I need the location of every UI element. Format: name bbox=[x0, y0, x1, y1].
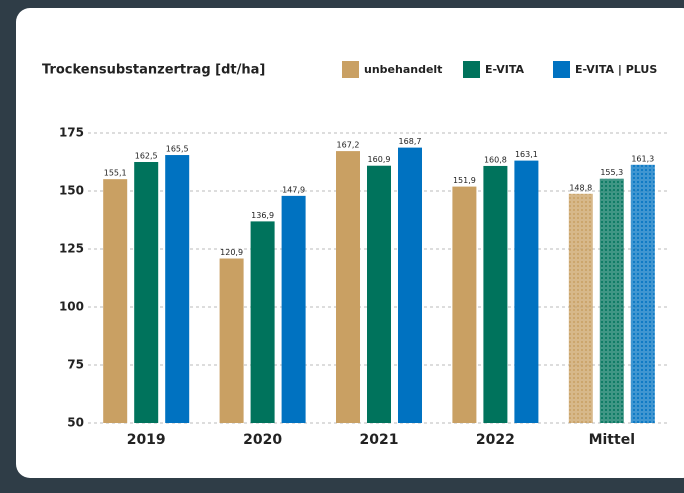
value-label: 160,8 bbox=[484, 155, 507, 164]
value-label: 168,7 bbox=[399, 137, 422, 146]
bar bbox=[219, 258, 244, 423]
bar bbox=[630, 164, 655, 423]
value-label: 151,9 bbox=[453, 176, 476, 185]
bar bbox=[336, 151, 360, 423]
value-label: 147,9 bbox=[282, 185, 305, 194]
x-tick-label: 2021 bbox=[360, 432, 399, 448]
x-tick-label: 2022 bbox=[476, 432, 515, 448]
value-label: 161,3 bbox=[631, 154, 654, 163]
legend-swatch bbox=[553, 61, 570, 78]
bar bbox=[452, 186, 477, 423]
y-tick-label: 175 bbox=[59, 126, 84, 140]
legend-swatch bbox=[463, 61, 480, 78]
x-tick-label: Mittel bbox=[589, 432, 635, 448]
chart-title: Trockensubstanzertrag [dt/ha] bbox=[42, 63, 265, 78]
bar bbox=[103, 179, 128, 423]
legend-label: unbehandelt bbox=[364, 63, 442, 76]
value-label: 165,5 bbox=[166, 145, 189, 154]
bar bbox=[599, 178, 624, 423]
bar bbox=[281, 195, 306, 423]
value-label: 155,1 bbox=[104, 169, 127, 178]
legend-label: E-VITA bbox=[485, 63, 525, 76]
y-tick-label: 100 bbox=[59, 300, 84, 314]
bar bbox=[514, 160, 539, 423]
y-tick-label: 150 bbox=[59, 184, 84, 198]
y-tick-label: 75 bbox=[67, 358, 84, 372]
bar bbox=[165, 155, 190, 424]
legend-swatch bbox=[342, 61, 359, 78]
value-label: 136,9 bbox=[251, 211, 274, 220]
value-label: 155,3 bbox=[600, 168, 623, 177]
x-tick-label: 2020 bbox=[243, 432, 282, 448]
legend-label: E-VITA | PLUS bbox=[575, 63, 657, 76]
y-tick-label: 125 bbox=[59, 242, 84, 256]
value-label: 160,9 bbox=[368, 155, 391, 164]
x-tick-label: 2019 bbox=[127, 432, 166, 448]
bar bbox=[367, 165, 391, 423]
bar bbox=[398, 147, 422, 423]
value-label: 148,8 bbox=[569, 183, 592, 192]
bar bbox=[250, 221, 275, 423]
value-label: 162,5 bbox=[135, 152, 158, 161]
value-label: 163,1 bbox=[515, 150, 538, 159]
value-label: 120,9 bbox=[220, 248, 243, 257]
bar bbox=[568, 193, 593, 423]
value-label: 167,2 bbox=[337, 141, 360, 150]
bar bbox=[483, 165, 508, 423]
y-tick-label: 50 bbox=[67, 416, 84, 430]
bar bbox=[134, 162, 159, 423]
